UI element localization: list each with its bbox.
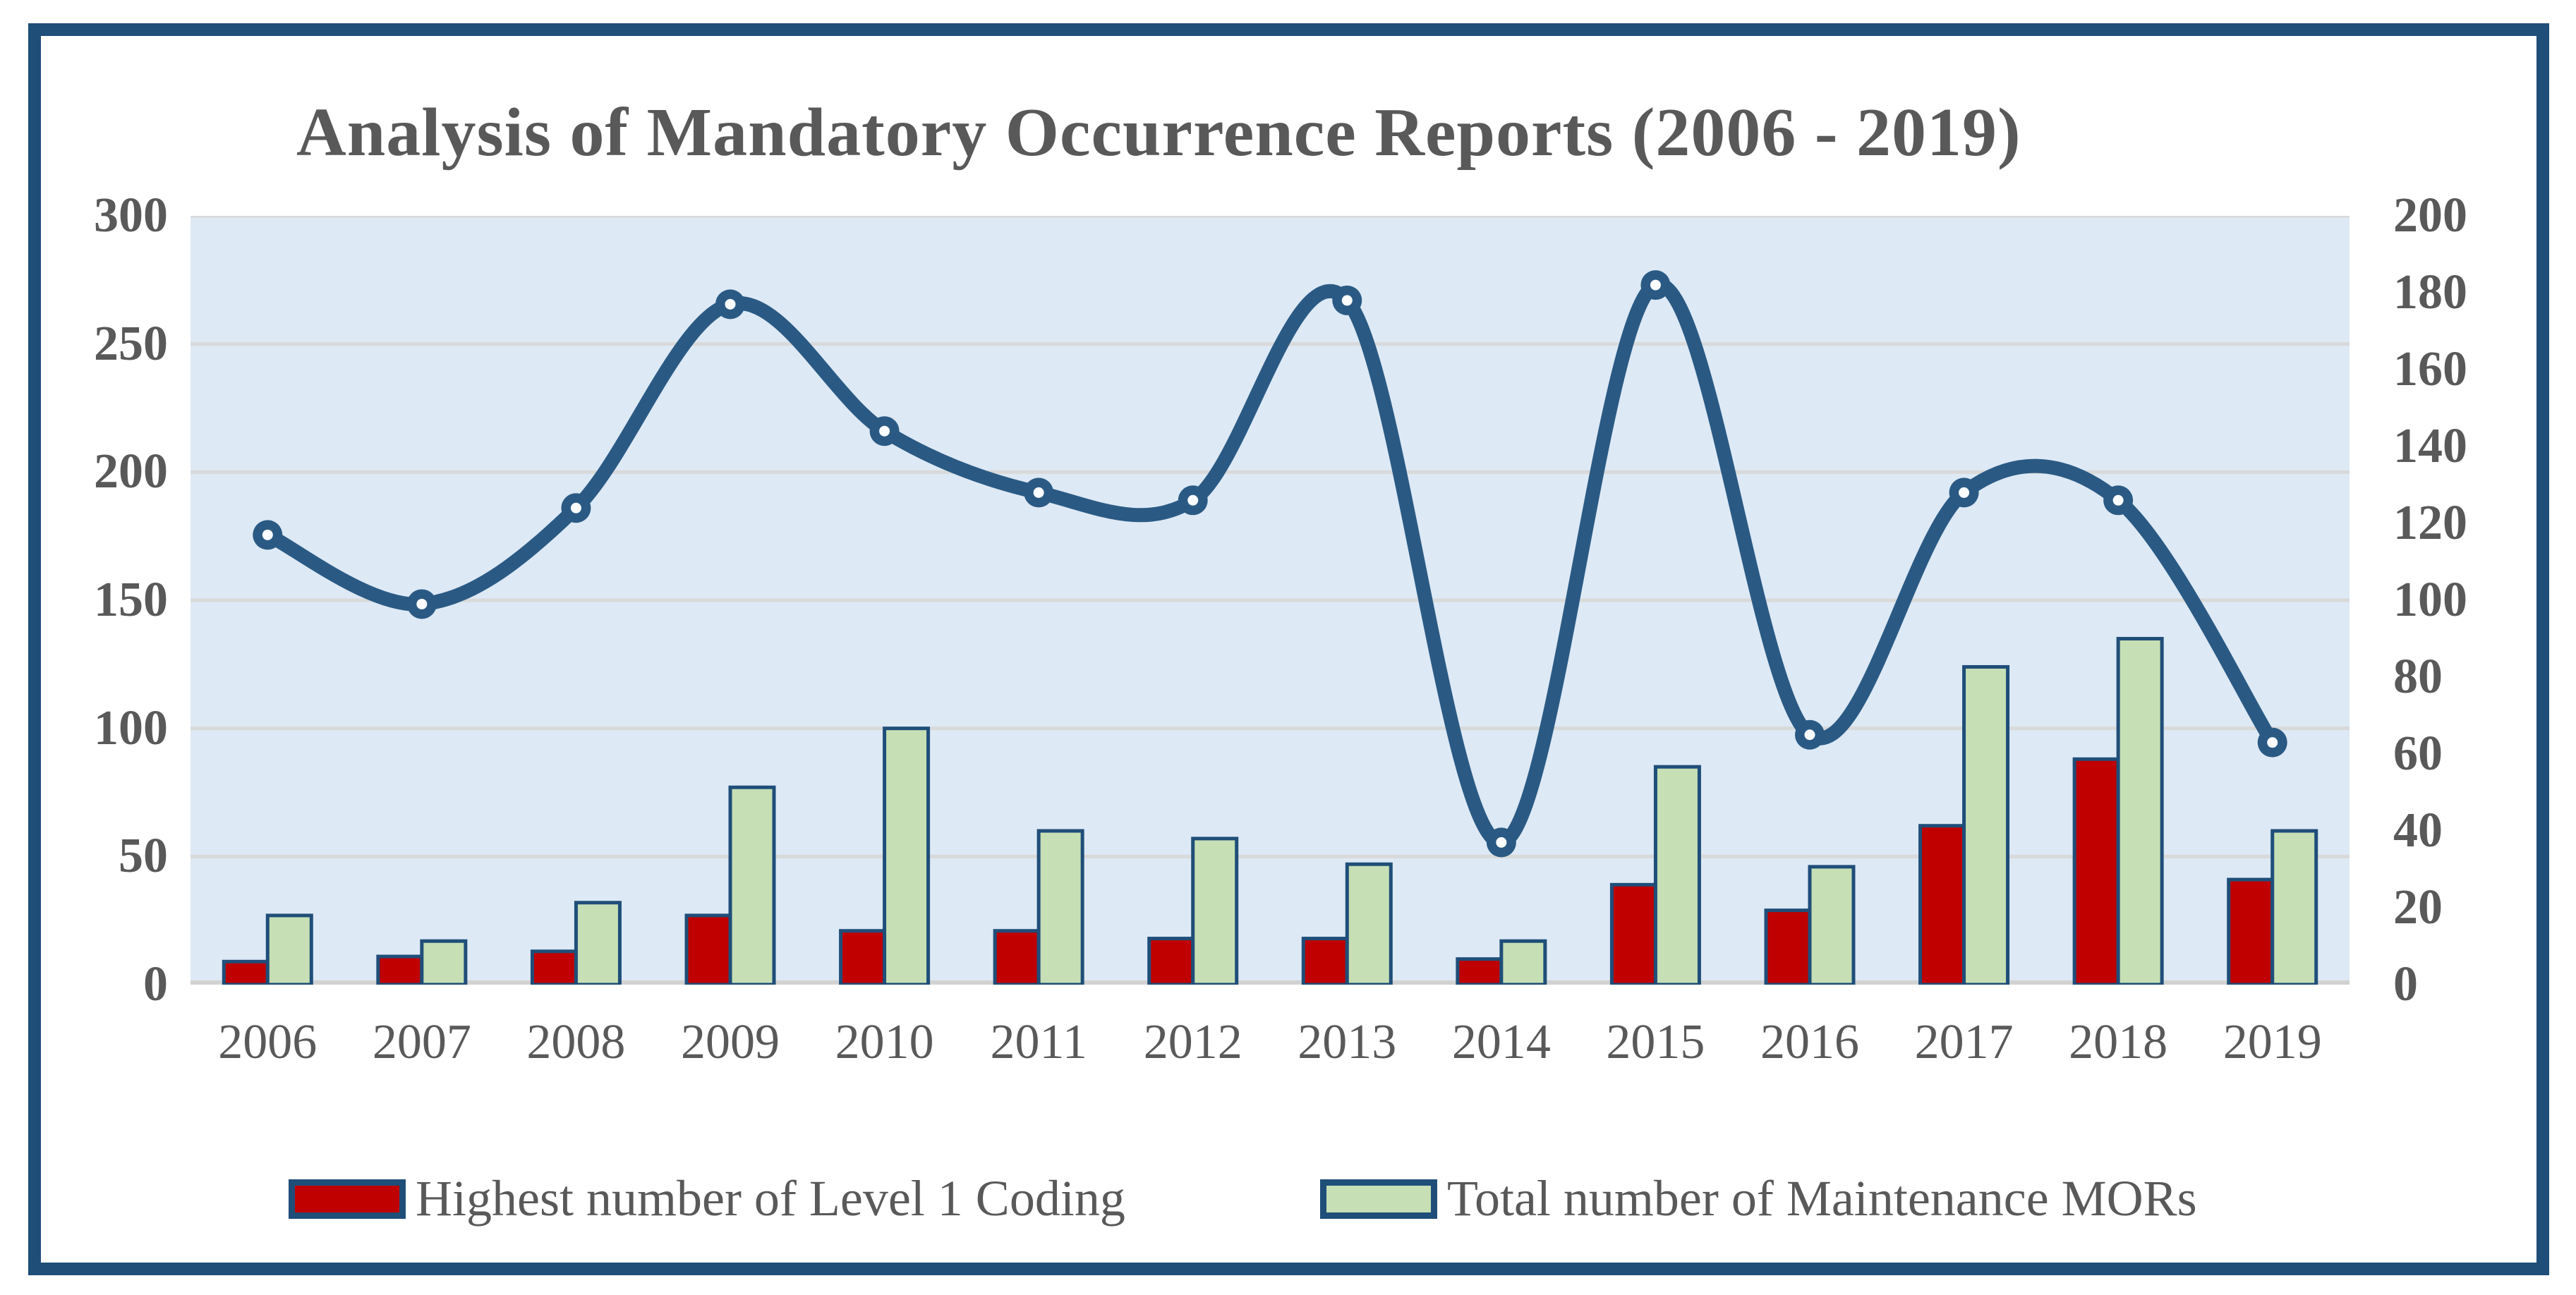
line-marker-hole-2011 (1033, 487, 1044, 498)
legend-swatch-maintenance-mors (1320, 1179, 1437, 1219)
legend-label-level1-coding: Highest number of Level 1 Coding (416, 1170, 1125, 1227)
x-axis-label-2010: 2010 (835, 1015, 934, 1069)
bar-level1-coding-2017 (1918, 824, 1966, 985)
x-axis-label-2015: 2015 (1606, 1015, 1705, 1069)
bar-level1-coding-2011 (993, 929, 1041, 985)
line-marker-hole-2006 (262, 529, 273, 540)
bar-maintenance-mors-2012 (1191, 837, 1239, 985)
line-marker-hole-2017 (1959, 487, 1970, 498)
bar-level1-coding-2006 (222, 959, 270, 985)
right-axis-tick-200: 200 (2393, 188, 2467, 243)
line-marker-hole-2015 (1650, 279, 1661, 291)
bar-level1-coding-2008 (530, 949, 578, 985)
legend-swatch-level1-coding (289, 1179, 406, 1219)
line-marker-hole-2013 (1341, 295, 1353, 306)
x-axis-label-2018: 2018 (2069, 1015, 2168, 1069)
x-axis-label-2007: 2007 (372, 1015, 471, 1069)
left-axis-tick-0: 0 (143, 957, 168, 1011)
right-axis-tick-100: 100 (2393, 573, 2467, 627)
bar-level1-coding-2014 (1456, 957, 1504, 985)
line-marker-hole-2019 (2267, 737, 2278, 748)
line-marker-hole-2016 (1804, 729, 1815, 741)
bar-maintenance-mors-2013 (1345, 862, 1393, 985)
line-marker-hole-2007 (416, 598, 428, 609)
right-axis-tick-180: 180 (2393, 265, 2467, 320)
bar-level1-coding-2012 (1147, 937, 1195, 985)
right-axis-tick-20: 20 (2393, 880, 2443, 935)
right-axis-tick-40: 40 (2393, 803, 2443, 858)
x-axis-label-2017: 2017 (1914, 1015, 2014, 1069)
x-axis-label-2012: 2012 (1143, 1015, 1242, 1069)
x-axis-label-2009: 2009 (681, 1015, 780, 1069)
bar-maintenance-mors-2015 (1653, 765, 1701, 985)
line-marker-hole-2008 (570, 502, 581, 513)
bar-level1-coding-2009 (684, 913, 732, 985)
line-marker-hole-2009 (725, 298, 736, 310)
bar-maintenance-mors-2018 (2116, 637, 2164, 985)
left-axis-tick-200: 200 (94, 444, 168, 499)
bar-level1-coding-2010 (839, 929, 887, 985)
x-axis-label-2014: 2014 (1451, 1015, 1551, 1069)
left-axis-tick-100: 100 (94, 700, 168, 755)
x-axis-label-2019: 2019 (2223, 1015, 2322, 1069)
right-axis-tick-140: 140 (2393, 419, 2467, 473)
left-axis-tick-300: 300 (94, 188, 168, 243)
bar-maintenance-mors-2006 (265, 913, 313, 985)
right-axis-tick-120: 120 (2393, 496, 2467, 550)
bar-level1-coding-2015 (1609, 882, 1657, 985)
legend-item-level1-coding: Highest number of Level 1 Coding (289, 1169, 1125, 1228)
left-axis-tick-150: 150 (94, 573, 168, 627)
bar-maintenance-mors-2009 (728, 785, 776, 985)
legend-label-maintenance-mors: Total number of Maintenance MORs (1447, 1170, 2197, 1227)
line-marker-hole-2014 (1496, 837, 1507, 848)
bar-level1-coding-2013 (1301, 937, 1349, 985)
bar-maintenance-mors-2017 (1962, 664, 2010, 985)
bar-maintenance-mors-2019 (2270, 829, 2318, 985)
left-axis-tick-50: 50 (119, 829, 168, 884)
trend-line (260, 277, 2280, 850)
right-axis-tick-160: 160 (2393, 342, 2467, 396)
x-axis-label-2006: 2006 (218, 1015, 318, 1069)
x-axis-label-2008: 2008 (526, 1015, 626, 1069)
right-axis-tick-0: 0 (2393, 957, 2418, 1011)
bar-level1-coding-2018 (2072, 757, 2120, 985)
bar-maintenance-mors-2008 (574, 901, 622, 985)
line-marker-hole-2018 (2112, 494, 2124, 506)
bar-maintenance-mors-2007 (420, 939, 468, 985)
right-axis-tick-80: 80 (2393, 650, 2443, 704)
bar-maintenance-mors-2011 (1036, 829, 1084, 985)
chart-title: Analysis of Mandatory Occurrence Reports… (296, 95, 2021, 171)
bar-maintenance-mors-2014 (1499, 939, 1547, 985)
line-marker-hole-2012 (1187, 494, 1199, 506)
line-marker-hole-2010 (879, 425, 890, 437)
plot-area (191, 216, 2350, 985)
bar-level1-coding-2019 (2227, 877, 2275, 985)
right-axis-tick-60: 60 (2393, 726, 2443, 781)
bar-maintenance-mors-2016 (1808, 865, 1856, 985)
x-axis-label-2013: 2013 (1298, 1015, 1397, 1069)
x-axis-label-2016: 2016 (1760, 1015, 1859, 1069)
bar-level1-coding-2016 (1764, 908, 1812, 985)
legend-item-maintenance-mors: Total number of Maintenance MORs (1320, 1169, 2197, 1228)
bar-maintenance-mors-2010 (883, 726, 931, 985)
left-axis-tick-250: 250 (94, 316, 168, 371)
bar-level1-coding-2007 (376, 954, 424, 985)
x-axis-label-2011: 2011 (990, 1015, 1087, 1069)
